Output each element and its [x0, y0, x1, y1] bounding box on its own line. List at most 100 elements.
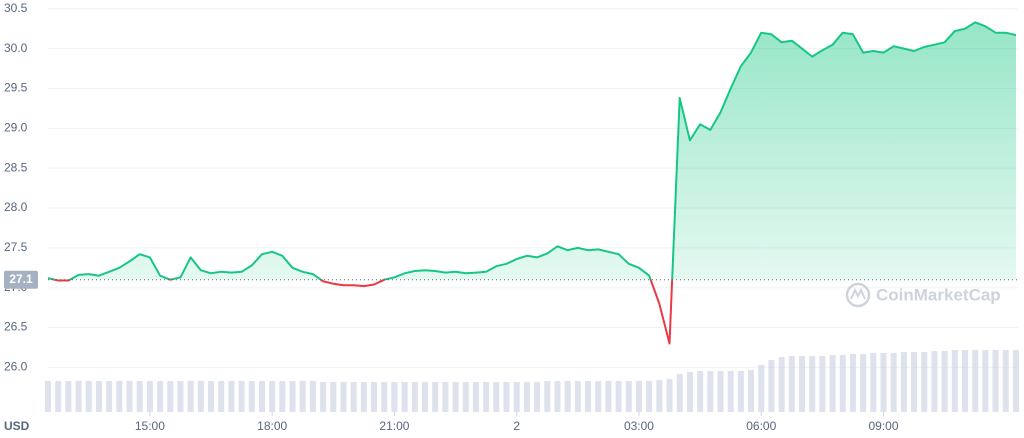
volume-bar	[493, 382, 500, 412]
x-tick-label: 09:00	[868, 419, 898, 433]
y-tick-label: 30.5	[4, 1, 28, 15]
x-tick-label: 03:00	[624, 419, 654, 433]
volume-bar	[900, 352, 907, 412]
volume-bar	[411, 382, 418, 412]
volume-bar	[106, 381, 113, 412]
volume-bar	[574, 381, 581, 412]
volume-bar	[911, 352, 918, 412]
y-tick-label: 29.0	[4, 120, 28, 134]
volume-bar	[534, 382, 541, 412]
volume-bar	[299, 381, 306, 412]
volume-bar	[523, 382, 530, 412]
currency-label: USD	[4, 419, 30, 433]
volume-bar	[340, 382, 347, 412]
volume-bar	[238, 381, 245, 412]
volume-bar	[962, 350, 969, 412]
volume-bar	[269, 381, 276, 412]
volume-bar	[880, 353, 887, 412]
volume-bar	[992, 350, 999, 412]
volume-bar	[330, 382, 337, 412]
volume-bar	[615, 381, 622, 412]
volume-bar	[167, 381, 174, 412]
volume-bar	[544, 381, 551, 412]
volume-bar	[585, 381, 592, 412]
x-tick-label: 18:00	[257, 419, 287, 433]
volume-bar	[686, 372, 693, 412]
volume-bar	[75, 381, 82, 412]
volume-bar	[778, 357, 785, 412]
watermark: CoinMarketCap	[845, 282, 1001, 308]
volume-bar	[625, 381, 632, 412]
volume-bar	[452, 382, 459, 412]
volume-bar	[941, 351, 948, 412]
y-tick-label: 28.0	[4, 200, 28, 214]
volume-bar	[289, 381, 296, 412]
volume-bar	[727, 371, 734, 412]
volume-bar	[717, 371, 724, 412]
volume-bar	[258, 381, 265, 412]
volume-bar	[65, 381, 72, 412]
volume-bar	[748, 370, 755, 412]
volume-bar	[676, 374, 683, 412]
volume-bar	[421, 382, 428, 412]
volume-bar	[829, 355, 836, 412]
y-tick-label: 30.0	[4, 41, 28, 55]
volume-bar	[472, 382, 479, 412]
volume-bar	[554, 381, 561, 412]
volume-bar	[350, 382, 357, 412]
volume-bar	[890, 353, 897, 412]
price-area	[48, 22, 1016, 280]
volume-bar	[248, 381, 255, 412]
volume-bar	[982, 350, 989, 412]
volume-bar	[228, 381, 235, 412]
volume-bar	[503, 382, 510, 412]
x-tick-label: 06:00	[746, 419, 776, 433]
y-tick-label: 26.5	[4, 320, 28, 334]
volume-bar	[116, 381, 123, 412]
volume-bar	[462, 382, 469, 412]
volume-bar	[1012, 350, 1019, 412]
volume-bar	[798, 356, 805, 412]
volume-bar	[45, 381, 51, 412]
volume-bar	[788, 356, 795, 412]
volume-bar	[656, 380, 663, 412]
y-tick-label: 26.0	[4, 360, 28, 374]
volume-bar	[513, 382, 520, 412]
watermark-text: CoinMarketCap	[876, 285, 1001, 304]
plot: 26.026.527.027.528.028.529.029.530.030.5…	[4, 1, 1019, 433]
volume-bar	[635, 381, 642, 412]
volume-bar	[849, 354, 856, 412]
volume-bar	[972, 350, 979, 412]
volume-bar	[819, 356, 826, 412]
volume-bar	[605, 381, 612, 412]
volume-bar	[666, 379, 673, 412]
volume-bar	[401, 382, 408, 412]
volume-bar	[951, 350, 958, 412]
volume-bar	[1002, 350, 1009, 412]
reference-label: 27.1	[9, 272, 33, 286]
volume-bar	[432, 382, 439, 412]
volume-bar	[157, 381, 164, 412]
y-tick-label: 29.5	[4, 81, 28, 95]
x-tick-label: 2	[513, 419, 520, 433]
volume-bar	[360, 382, 367, 412]
volume-bar	[483, 382, 490, 412]
volume-bar	[95, 381, 102, 412]
volume-bar	[921, 352, 928, 412]
volume-bar	[809, 356, 816, 412]
volume-bar	[85, 381, 92, 412]
volume-bar	[931, 351, 938, 412]
volume-bar	[768, 360, 775, 412]
volume-bar	[177, 381, 184, 412]
volume-bar	[707, 371, 714, 412]
volume-bar	[146, 381, 153, 412]
volume-bar	[860, 354, 867, 412]
volume-bar	[442, 382, 449, 412]
volume-bar	[839, 355, 846, 412]
volume-bar	[391, 382, 398, 412]
volume-bar	[55, 381, 62, 412]
volume-bar	[136, 381, 143, 412]
volume-bar	[279, 381, 286, 412]
reference-badge	[4, 270, 38, 289]
